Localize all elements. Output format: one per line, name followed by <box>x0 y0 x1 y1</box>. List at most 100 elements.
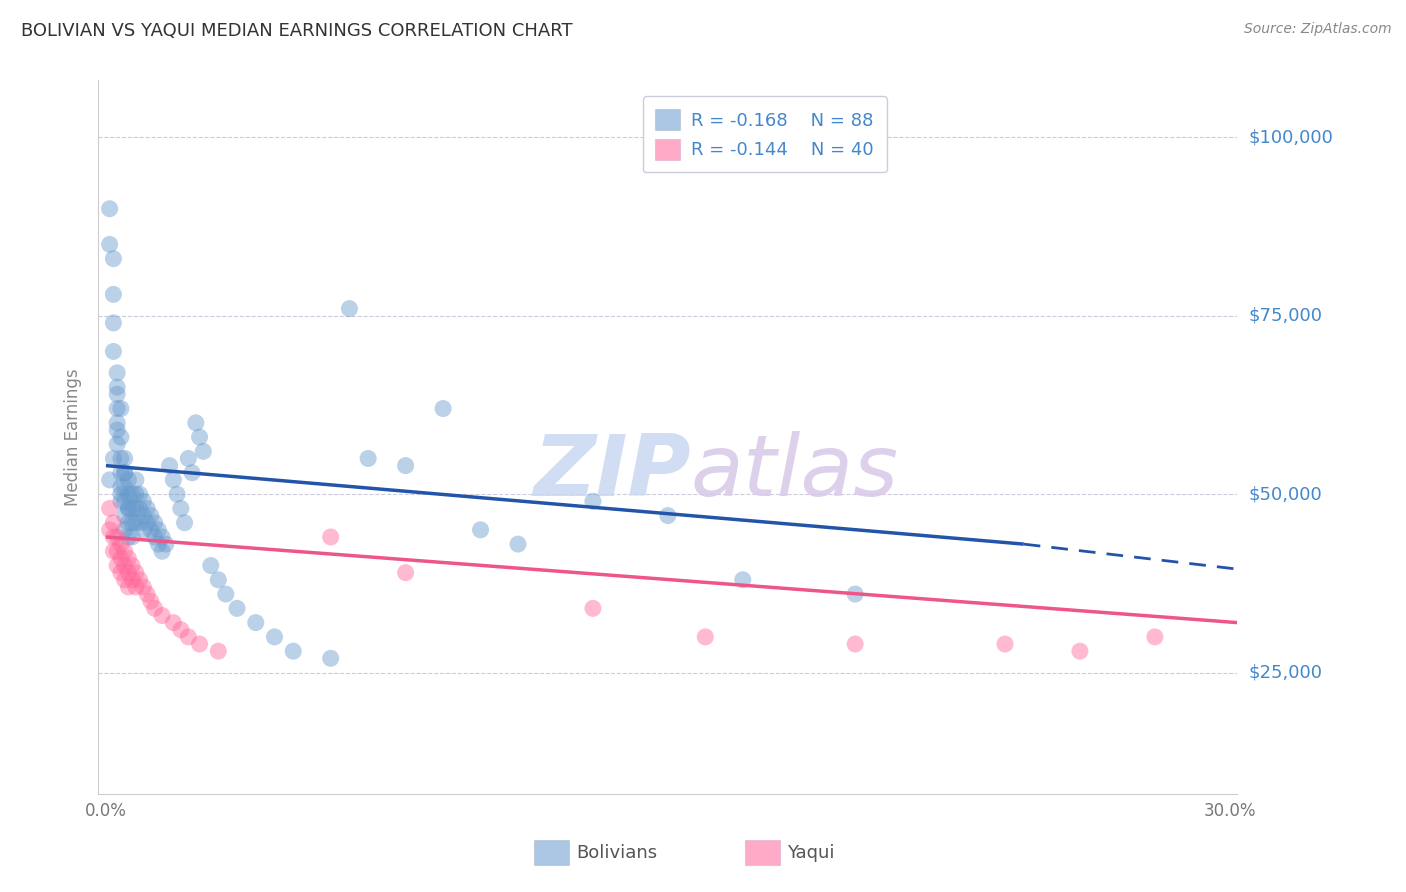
Point <box>143 516 166 530</box>
Point <box>994 637 1017 651</box>
Point <box>98 237 121 252</box>
Point <box>150 530 173 544</box>
Point <box>125 566 148 580</box>
Point <box>155 537 177 551</box>
Point <box>105 416 128 430</box>
Point <box>110 401 132 416</box>
Point <box>193 444 215 458</box>
Point <box>582 494 605 508</box>
Point <box>695 630 717 644</box>
Point <box>394 566 416 580</box>
Point <box>319 651 342 665</box>
Point <box>110 551 132 566</box>
Point <box>105 437 128 451</box>
Point <box>105 401 128 416</box>
Point <box>110 480 132 494</box>
Point <box>132 523 155 537</box>
Point <box>184 416 207 430</box>
Point <box>162 473 184 487</box>
Point <box>226 601 249 615</box>
Point <box>110 451 132 466</box>
Point <box>148 537 170 551</box>
Point <box>173 516 195 530</box>
Point <box>110 487 132 501</box>
Point <box>114 558 136 573</box>
Point <box>339 301 361 316</box>
Point <box>125 501 148 516</box>
Point <box>117 566 139 580</box>
Point <box>103 451 125 466</box>
Point <box>110 566 132 580</box>
Point <box>121 573 143 587</box>
Point <box>121 501 143 516</box>
Point <box>117 501 139 516</box>
Text: Yaqui: Yaqui <box>787 844 835 862</box>
Point <box>125 487 148 501</box>
Point <box>132 580 155 594</box>
Point <box>128 501 150 516</box>
Point <box>181 466 204 480</box>
Point <box>117 516 139 530</box>
Point <box>207 573 229 587</box>
Point <box>188 430 211 444</box>
Point <box>121 516 143 530</box>
Point <box>844 587 866 601</box>
Point <box>177 630 200 644</box>
Point <box>110 494 132 508</box>
Point <box>114 480 136 494</box>
Point <box>245 615 267 630</box>
Point <box>117 473 139 487</box>
Point <box>114 494 136 508</box>
Point <box>150 608 173 623</box>
Point <box>114 466 136 480</box>
Point <box>114 573 136 587</box>
Point <box>139 594 162 608</box>
Point <box>103 316 125 330</box>
Point <box>103 516 125 530</box>
Point <box>200 558 222 573</box>
Point <box>143 530 166 544</box>
Point <box>117 580 139 594</box>
Text: $25,000: $25,000 <box>1249 664 1323 681</box>
Point <box>136 516 159 530</box>
Point <box>136 501 159 516</box>
Text: BOLIVIAN VS YAQUI MEDIAN EARNINGS CORRELATION CHART: BOLIVIAN VS YAQUI MEDIAN EARNINGS CORREL… <box>21 22 572 40</box>
Point <box>1069 644 1091 658</box>
Point <box>125 580 148 594</box>
Point <box>110 466 132 480</box>
Point <box>159 458 181 473</box>
Point <box>117 530 139 544</box>
Point <box>110 537 132 551</box>
Point <box>132 508 155 523</box>
Point <box>125 473 148 487</box>
Point <box>103 252 125 266</box>
Point <box>114 508 136 523</box>
Point <box>263 630 285 644</box>
Point <box>132 494 155 508</box>
Point <box>121 487 143 501</box>
Text: Bolivians: Bolivians <box>576 844 658 862</box>
Point <box>143 601 166 615</box>
Point <box>105 366 128 380</box>
Point <box>150 544 173 558</box>
Y-axis label: Median Earnings: Median Earnings <box>65 368 83 506</box>
Point <box>506 537 529 551</box>
Point <box>105 530 128 544</box>
Point <box>319 530 342 544</box>
Point <box>731 573 754 587</box>
Point <box>98 501 121 516</box>
Point <box>125 516 148 530</box>
Text: ZIP: ZIP <box>533 431 690 515</box>
Point <box>128 573 150 587</box>
Point <box>432 401 454 416</box>
Point <box>121 558 143 573</box>
Point <box>114 523 136 537</box>
Point <box>98 523 121 537</box>
Point <box>105 558 128 573</box>
Point <box>117 501 139 516</box>
Point <box>105 380 128 394</box>
Point <box>128 487 150 501</box>
Point <box>110 430 132 444</box>
Point <box>103 287 125 301</box>
Point <box>162 615 184 630</box>
